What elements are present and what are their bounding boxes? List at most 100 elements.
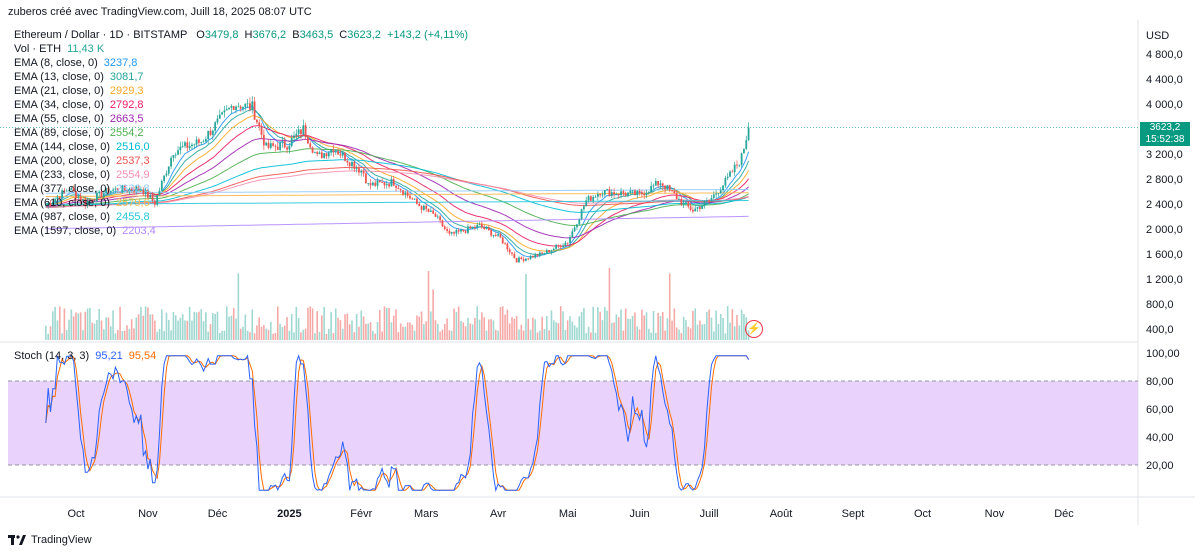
candle-body xyxy=(112,189,115,191)
price-tick-label: 3 200,0 xyxy=(1146,149,1183,161)
candle-body xyxy=(369,183,372,186)
time-tick-label: Déc xyxy=(1054,508,1074,520)
candle-body xyxy=(418,203,421,207)
candle-body xyxy=(128,188,131,192)
candle-body xyxy=(617,194,620,196)
candle-body xyxy=(65,190,68,192)
volume-bar xyxy=(151,314,154,340)
volume-bar xyxy=(239,328,242,340)
volume-bar xyxy=(409,322,411,340)
volume-bar xyxy=(668,273,671,340)
candle-body xyxy=(566,242,569,244)
candle-body xyxy=(520,257,523,260)
volume-bar xyxy=(592,306,594,340)
candle-body xyxy=(186,142,189,149)
candle-body xyxy=(56,196,59,199)
candle-body xyxy=(332,149,335,153)
volume-bar xyxy=(420,311,423,340)
volume-bar xyxy=(548,330,550,340)
candle-body xyxy=(404,192,407,195)
volume-bar xyxy=(708,309,710,340)
candle-body xyxy=(295,133,298,136)
volume-bar xyxy=(297,318,300,340)
candle-body xyxy=(531,256,534,258)
volume-bar xyxy=(411,324,414,340)
volume-bar xyxy=(406,322,409,340)
candle-body xyxy=(146,189,149,198)
volume-bar xyxy=(383,306,386,340)
candle-body xyxy=(425,205,428,210)
candle-body xyxy=(552,248,555,251)
volume-bar xyxy=(237,273,240,340)
candle-body xyxy=(334,151,337,153)
candle-body xyxy=(388,184,390,187)
volume-bar xyxy=(286,317,288,340)
volume-bar xyxy=(641,309,643,340)
candle-body xyxy=(211,130,214,135)
candle-body xyxy=(460,229,462,232)
volume-bar xyxy=(61,333,63,340)
candle-body xyxy=(260,126,263,135)
volume-bar xyxy=(109,326,112,340)
ema-legend-row: EMA (55, close, 0) 2663,5 xyxy=(14,113,144,125)
candle-body xyxy=(79,196,82,201)
volume-bar xyxy=(696,324,699,340)
volume-bar xyxy=(430,311,432,340)
volume-bar xyxy=(432,289,434,340)
ema-legend-row: EMA (34, close, 0) 2792,8 xyxy=(14,99,144,111)
candle-body xyxy=(100,191,103,198)
candle-body xyxy=(497,234,500,236)
volume-bar xyxy=(58,306,61,340)
volume-bar xyxy=(594,332,597,340)
volume-bar xyxy=(492,320,495,340)
volume-bar xyxy=(645,312,648,340)
footer-brand[interactable]: TradingView xyxy=(8,534,92,546)
volume-bar xyxy=(490,319,492,340)
volume-bar xyxy=(650,332,652,340)
volume-bar xyxy=(184,320,186,340)
candle-body xyxy=(72,188,75,192)
candle-body xyxy=(529,256,532,259)
volume-bar xyxy=(181,314,184,340)
volume-bar xyxy=(344,314,346,340)
candle-body xyxy=(416,198,418,204)
volume-bar xyxy=(638,329,641,340)
volume-bar xyxy=(341,328,344,340)
volume-bar xyxy=(606,310,608,340)
candle-body xyxy=(105,187,108,194)
volume-bar xyxy=(566,320,569,340)
candle-body xyxy=(624,193,627,196)
stoch-tick-label: 20,00 xyxy=(1146,460,1174,472)
candle-body xyxy=(140,189,142,191)
volume-bar xyxy=(573,325,576,340)
volume-bar xyxy=(367,323,370,340)
volume-bar xyxy=(52,311,54,340)
volume-bar xyxy=(96,319,98,340)
volume-bar xyxy=(736,315,738,340)
lightning-icon[interactable]: ⚡ xyxy=(745,320,763,338)
volume-bar xyxy=(70,309,73,340)
time-tick-label: 2025 xyxy=(277,508,301,520)
candle-body xyxy=(527,258,530,260)
volume-bar xyxy=(636,326,639,340)
candle-body xyxy=(114,188,117,190)
price-tick-label: 4 000,0 xyxy=(1146,99,1183,111)
candle-body xyxy=(149,194,152,198)
ema-legend-row: EMA (13, close, 0) 3081,7 xyxy=(14,71,144,83)
time-tick-label: Nov xyxy=(985,508,1005,520)
candle-body xyxy=(249,103,251,110)
ema-legend-row: EMA (610, close, 0) 2579,6 xyxy=(14,197,150,209)
volume-bar xyxy=(89,307,91,340)
volume-bar xyxy=(72,316,75,340)
candle-body xyxy=(573,227,576,232)
volume-bar xyxy=(135,317,138,340)
volume-bar xyxy=(441,329,444,340)
volume-bar xyxy=(520,324,523,340)
candle-body xyxy=(446,229,448,231)
volume-bar xyxy=(161,309,163,340)
candle-body xyxy=(228,107,230,110)
candle-body xyxy=(483,227,486,230)
price-tick-label: 2 800,0 xyxy=(1146,174,1183,186)
candle-body xyxy=(550,250,553,253)
